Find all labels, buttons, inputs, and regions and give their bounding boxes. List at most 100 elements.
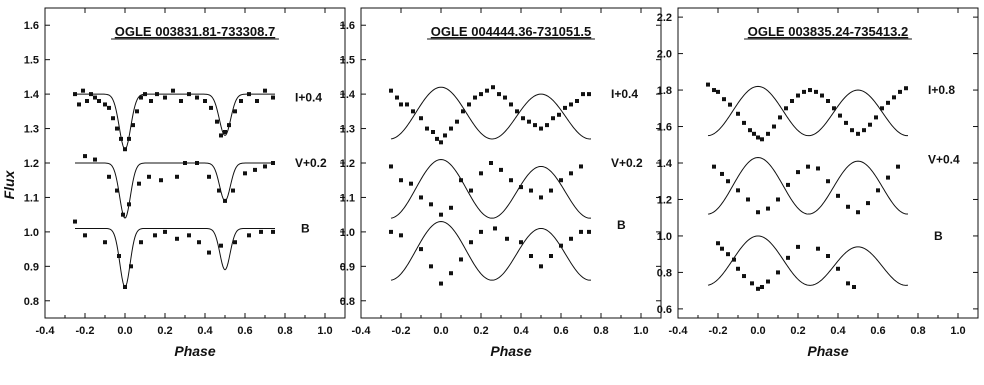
data-point [469, 240, 473, 245]
data-point [816, 246, 820, 251]
data-point [85, 99, 89, 103]
series-label: B [617, 218, 626, 232]
x-tick-label: -0.4 [36, 325, 56, 337]
data-point [722, 97, 726, 102]
data-point [539, 195, 543, 200]
data-point [892, 95, 896, 100]
chart-panel-3: -0.4 -0.2 0.0 0.2 0.4 0.6 0.8 1.0 0.6 0.8 1.0 1.2 1.… [657, 7, 979, 359]
x-tick-label: -0.4 [669, 325, 689, 337]
x-tick-label: 1.0 [317, 325, 332, 337]
y-tick-label: 1.4 [657, 158, 673, 170]
data-point [163, 229, 167, 234]
data-point [419, 247, 423, 252]
data-point [826, 99, 830, 103]
model-curve [707, 85, 909, 137]
data-point [820, 93, 824, 98]
data-point [786, 182, 790, 187]
data-point [439, 281, 443, 286]
y-tick-label: 0.8 [24, 296, 39, 308]
y-tick-label: 1.5 [24, 55, 39, 67]
data-point [147, 174, 151, 179]
x-tick-label: 0.0 [433, 325, 448, 337]
data-point [814, 89, 818, 94]
data-point [563, 105, 567, 110]
data-point [726, 252, 730, 257]
data-point [569, 102, 573, 107]
chart-panel-2: -0.4 -0.2 0.0 0.2 0.4 0.6 0.8 1.0 0.8 0.9 1.0 1.1 1.… [340, 7, 662, 359]
data-point [836, 193, 840, 198]
data-point [549, 188, 553, 193]
data-point [187, 92, 191, 97]
x-axis-label: Phase [807, 343, 848, 359]
data-point [766, 131, 770, 136]
data-point [409, 181, 413, 186]
chart-title: OGLE 004444.36-731051.5 [431, 24, 591, 39]
data-point [489, 161, 493, 165]
series-2: V+0.2 [389, 156, 643, 219]
data-point [712, 164, 716, 169]
data-point [499, 167, 503, 172]
data-point [449, 126, 453, 131]
data-point [533, 123, 537, 128]
data-point [163, 95, 167, 100]
data-point [153, 233, 157, 238]
y-tick-label: 0.9 [340, 261, 355, 273]
data-point [73, 92, 77, 97]
data-point [587, 92, 591, 97]
series-label: B [301, 221, 310, 235]
data-point [219, 243, 223, 248]
data-point [449, 271, 453, 276]
data-point [838, 113, 842, 118]
y-tick-label: 1.1 [340, 192, 355, 204]
data-point [149, 99, 153, 103]
chart-title: OGLE 003831.81-733308.7 [115, 24, 275, 39]
data-point [255, 99, 259, 103]
data-point [549, 254, 553, 258]
data-point [207, 250, 211, 255]
data-point [587, 229, 591, 234]
series-3: B [73, 219, 310, 289]
model-curve [390, 86, 592, 140]
data-point [760, 285, 764, 289]
data-point [209, 105, 213, 110]
data-point [750, 281, 754, 286]
x-tick-label: 0.6 [870, 325, 885, 337]
x-tick-label: -0.2 [392, 325, 411, 337]
data-point [736, 266, 740, 271]
data-point [868, 122, 872, 127]
data-point [796, 170, 800, 175]
data-point [720, 246, 724, 251]
y-tick-label: 1.4 [340, 89, 356, 101]
y-tick-label: 1.0 [657, 231, 672, 243]
y-tick-label: 1.0 [24, 227, 39, 239]
data-point [806, 164, 810, 169]
y-tick-label: 2.2 [657, 12, 672, 24]
data-point [716, 89, 720, 94]
x-tick-label: 0.8 [910, 325, 925, 337]
data-point [766, 279, 770, 284]
data-point [539, 126, 543, 131]
data-point [575, 99, 579, 103]
data-point [796, 244, 800, 249]
data-point [195, 95, 199, 100]
x-tick-label: 1.0 [633, 325, 648, 337]
model-curve [390, 221, 592, 281]
data-point [778, 115, 782, 120]
data-point [521, 116, 525, 121]
series-label: I+0.8 [928, 83, 955, 97]
data-point [880, 106, 884, 111]
data-point [175, 174, 179, 179]
data-point [107, 174, 111, 179]
data-point [389, 229, 393, 234]
x-tick-label: 0.4 [830, 325, 846, 337]
data-point [479, 92, 483, 97]
series-label: I+0.4 [295, 91, 322, 105]
data-point [557, 112, 561, 117]
y-tick-label: 1.4 [24, 89, 40, 101]
data-point [497, 92, 501, 97]
data-point [850, 128, 854, 133]
data-point [856, 131, 860, 136]
data-point [579, 229, 583, 234]
data-point [726, 179, 730, 184]
x-tick-label: 0.0 [750, 325, 765, 337]
